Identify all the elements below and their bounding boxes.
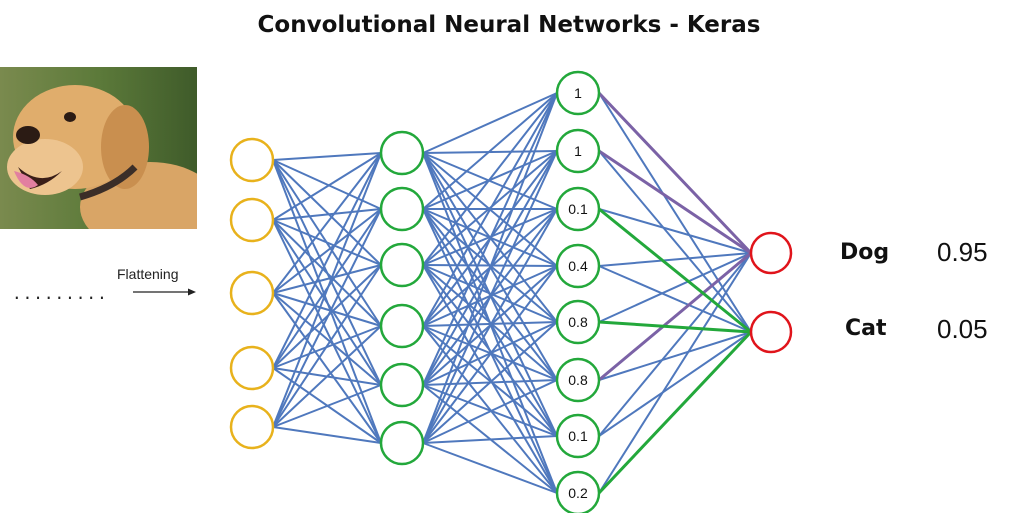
edge-h1-6-h2-8 [422,442,558,494]
edge-in5-h1-2 [272,208,382,428]
hidden2-node-3 [555,186,601,232]
hidden2-node-value-1: 1 [574,85,582,101]
edge-h2-4-out2 [598,265,752,333]
edge-h1-1-h2-1 [422,92,558,154]
output-node-1 [749,231,793,275]
edge-in3-h1-2 [272,208,382,294]
edge-h1-6-h2-3 [422,208,558,444]
edge-h1-3-h2-5 [422,264,558,323]
edge-h1-6-h2-5 [422,321,558,444]
hidden2-node-value-8: 0.2 [568,485,588,501]
output-value-cat: 0.05 [937,314,988,344]
edge-in2-h1-2 [272,208,382,221]
hidden1-node-3 [379,242,425,288]
output-node-2 [749,310,793,354]
hidden2-node-8 [555,470,601,513]
hidden2-node-2 [555,128,601,174]
hidden1-node-2 [379,186,425,232]
edge-h1-3-h2-1 [422,92,558,266]
edge-in2-h1-5 [272,219,382,386]
diagram-title: Convolutional Neural Networks - Keras [257,12,761,38]
edge-in2-h1-3 [272,219,382,266]
edge-h1-6-h2-7 [422,435,558,444]
hidden1-node-6 [379,420,425,466]
edge-h1-4-h2-1 [422,92,558,327]
edge-highlight-cat-5 [598,320,752,334]
dog-photo [0,67,197,229]
output-label-cat: Cat [845,316,887,341]
input-node-4 [229,345,275,391]
hidden2-node-1 [555,70,601,116]
edge-in5-h1-1 [272,152,382,428]
edge-h1-3-h2-7 [422,264,558,437]
hidden2-node-value-6: 0.8 [568,372,588,388]
edge-in3-h1-6 [272,292,382,444]
hidden2-node-6 [555,357,601,403]
edge-in5-h1-4 [272,325,382,428]
edge-in3-h1-3 [272,264,382,294]
input-node-5 [229,404,275,450]
edge-in3-h1-4 [272,292,382,327]
edge-h1-6-h2-6 [422,379,558,444]
edge-in3-h1-5 [272,292,382,386]
edge-h2-8-out1 [598,252,752,494]
edge-h1-3-h2-8 [422,264,558,494]
edge-in5-h1-3 [272,264,382,428]
edge-in1-h1-3 [272,159,382,266]
edge-h2-7-out1 [598,252,752,437]
ellipsis-dots: ......... [12,284,108,303]
hidden2-node-5 [555,299,601,345]
input-node-1 [229,137,275,183]
hidden1-node-4 [379,303,425,349]
hidden2-node-value-3: 0.1 [568,201,588,217]
edge-in3-h1-1 [272,152,382,294]
hidden1-node-5 [379,362,425,408]
edge-h2-4-out1 [598,252,752,267]
edge-h2-2-out2 [598,150,752,333]
network-nodes: 1 1 0.1 0.4 0.8 0.8 0.1 0.2 [229,70,793,513]
edge-in2-h1-6 [272,219,382,444]
hidden2-node-value-4: 0.4 [568,258,588,274]
edge-h1-2-h2-1 [422,92,558,210]
edge-h2-1-out2 [598,92,752,333]
hidden2-node-4 [555,243,601,289]
edge-in2-h1-4 [272,219,382,327]
dog-image [0,67,197,229]
edge-h2-5-out1 [598,252,752,323]
hidden1-node-1 [379,130,425,176]
output-label-dog: Dog [840,240,890,265]
connection-edges [272,91,753,495]
edge-in4-h1-1 [272,152,382,369]
edge-h2-7-out2 [598,331,752,437]
hidden2-node-value-5: 0.8 [568,314,588,330]
input-node-3 [229,270,275,316]
edge-highlight-dog-1 [597,91,753,255]
hidden2-node-7 [555,413,601,459]
edge-h2-6-out2 [598,331,752,381]
edge-in5-h1-5 [272,384,382,428]
flattening-label: Flattening [117,266,179,282]
hidden2-node-value-7: 0.1 [568,428,588,444]
edge-h1-6-h2-4 [422,265,558,444]
edge-highlight-dog-6 [598,251,752,382]
edge-h1-6-h2-2 [422,150,558,444]
edge-in2-h1-1 [272,152,382,221]
edge-highlight-dog-2 [598,149,752,255]
edge-in1-h1-1 [272,152,382,161]
edge-h1-3-h2-6 [422,264,558,381]
flatten-arrow [133,288,196,296]
edge-in5-h1-6 [272,426,382,444]
edge-h2-3-out1 [598,208,752,254]
edge-highlight-cat-3 [598,207,752,334]
hidden2-node-value-2: 1 [574,143,582,159]
edge-highlight-cat-8 [597,330,753,495]
edge-h1-5-h2-1 [422,92,558,386]
edge-h1-6-h2-1 [422,92,558,444]
output-value-dog: 0.95 [937,237,988,267]
input-node-2 [229,197,275,243]
